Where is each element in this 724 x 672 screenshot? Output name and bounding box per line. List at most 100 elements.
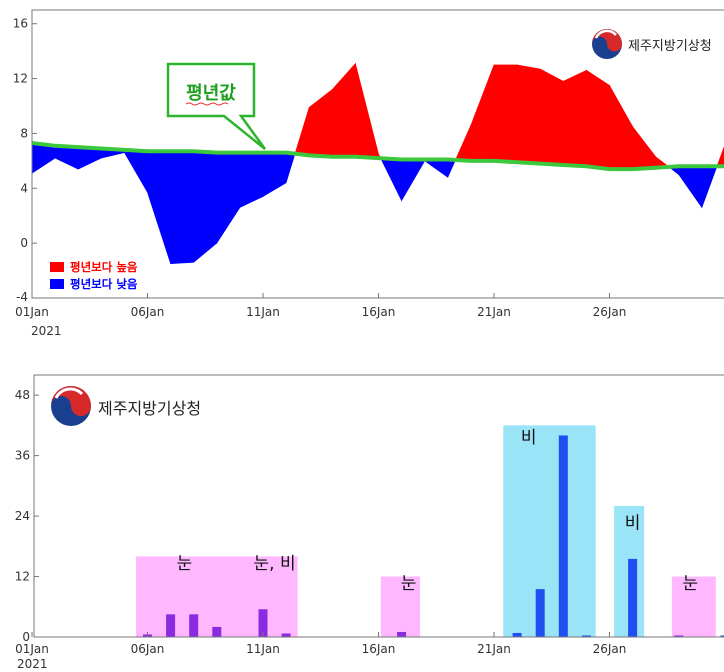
- x-tick-label: 21Jan: [477, 305, 511, 319]
- above-normal-area: [470, 64, 495, 162]
- agency-name: 제주지방기상청: [628, 39, 712, 54]
- y-tick-label: 4: [20, 181, 28, 195]
- x-tick-label: 11Jan: [246, 642, 280, 656]
- y-tick-label: -4: [16, 290, 28, 304]
- precipitation-chart: 눈눈, 비눈비비눈비 01224364801Jan06Jan11Jan16Jan…: [15, 374, 724, 671]
- year-label: 2021: [31, 324, 62, 338]
- snow-bar: [166, 614, 176, 637]
- x-tick-label: 01Jan: [15, 305, 49, 319]
- y-tick-label: 16: [13, 17, 28, 31]
- agency-logo: 제주지방기상청: [51, 386, 201, 426]
- x-tick-label: 06Jan: [131, 642, 165, 656]
- below-normal-area: [54, 145, 79, 170]
- axes: -4 0 4 8 12 16 01Jan 06Jan 11Jan 16Jan 21Jan 26Jan: [13, 9, 724, 319]
- agency-name: 제주지방기상청: [98, 399, 201, 418]
- y-tick-label: 0: [22, 630, 30, 644]
- normal-line: [31, 141, 724, 172]
- legend-swatch-below: [50, 279, 64, 289]
- period-label: 눈, 비: [254, 554, 296, 574]
- below-normal-area: [239, 152, 264, 208]
- snow-period-band: [135, 556, 298, 637]
- below-normal-area: [262, 152, 287, 198]
- below-normal-area: [701, 166, 718, 208]
- below-normal-area: [285, 152, 296, 183]
- snow-period-band: [380, 576, 421, 637]
- above-normal-area: [455, 125, 472, 162]
- snow-bar: [189, 614, 199, 637]
- axes: 0 12 24 36 48 01Jan 06Jan 11Jan 16Jan 21Jan 26Jan: [15, 374, 724, 656]
- rain-period-band: [503, 425, 596, 637]
- above-normal-area: [716, 146, 724, 167]
- period-labels: 눈눈, 비눈비비눈비: [177, 428, 699, 594]
- normal-callout-label: 평년값: [186, 83, 236, 104]
- above-normal-area: [294, 107, 310, 156]
- rain-bar: [535, 589, 545, 637]
- y-tick-label: 24: [15, 509, 30, 523]
- below-normal-area: [170, 151, 194, 265]
- below-normal-area: [424, 159, 449, 178]
- above-normal-area: [331, 62, 356, 157]
- above-normal-area: [355, 63, 379, 159]
- snow-bar: [397, 631, 407, 637]
- below-normal-area: [31, 142, 56, 174]
- below-normal-area: [124, 149, 148, 194]
- temperature-legend: 평년보다 높음 평년보다 낮음: [50, 260, 138, 291]
- agency-logo: 제주지방기상청: [592, 29, 712, 59]
- y-tick-label: 8: [20, 126, 28, 140]
- above-normal-area: [539, 68, 564, 166]
- y-tick-label: 0: [20, 236, 28, 250]
- above-normal-area: [632, 125, 657, 170]
- y-tick-label: 48: [15, 388, 30, 402]
- below-normal-area: [216, 152, 241, 245]
- below-normal-area: [401, 159, 426, 202]
- above-normal-area: [586, 69, 610, 170]
- rain-bar: [512, 632, 522, 637]
- snow-bar: [674, 635, 684, 637]
- rain-bar: [558, 435, 568, 637]
- above-normal-area: [562, 69, 587, 167]
- x-tick-label: 16Jan: [362, 642, 396, 656]
- below-normal-area: [380, 157, 402, 201]
- legend-swatch-above: [50, 262, 64, 272]
- y-tick-label: 12: [13, 72, 28, 86]
- below-normal-area: [447, 159, 456, 178]
- above-normal-area: [308, 88, 333, 158]
- rain-bar: [628, 558, 638, 637]
- x-tick-label: 01Jan: [15, 642, 49, 656]
- year-label: 2021: [17, 657, 48, 671]
- period-label: 눈: [401, 574, 417, 594]
- x-tick-label: 16Jan: [362, 305, 396, 319]
- below-normal-area: [193, 150, 218, 263]
- normal-line-layer: [31, 141, 724, 172]
- legend-label-below: 평년보다 낮음: [70, 277, 138, 291]
- legend-label-above: 평년보다 높음: [70, 260, 138, 274]
- x-tick-label: 26Jan: [593, 305, 627, 319]
- period-label: 비: [625, 514, 641, 534]
- above-normal-area: [609, 84, 633, 170]
- x-tick-label: 11Jan: [246, 305, 280, 319]
- rain-bar: [720, 635, 724, 637]
- x-tick-label: 06Jan: [131, 305, 165, 319]
- y-tick-label: 36: [15, 449, 30, 463]
- above-normal-area: [516, 64, 541, 164]
- y-tick-label: 12: [15, 570, 30, 584]
- plot-frame: [33, 374, 724, 638]
- normal-callout: 평년값: [166, 62, 267, 150]
- precipitation-bars: [143, 435, 724, 637]
- taegeuk-emblem-icon: [51, 386, 91, 426]
- snow-bar: [258, 609, 268, 637]
- taegeuk-emblem-icon: [592, 29, 622, 59]
- above-normal-area: [493, 64, 518, 163]
- period-label: 비: [521, 428, 537, 448]
- x-tick-label: 21Jan: [477, 642, 511, 656]
- weather-periods: [135, 425, 716, 637]
- snow-bar: [281, 633, 291, 637]
- plot-frame: [31, 9, 724, 299]
- below-normal-area: [77, 146, 102, 170]
- below-normal-area: [147, 151, 171, 264]
- below-normal-area: [678, 166, 703, 209]
- period-label: 눈: [683, 574, 699, 594]
- rain-bar: [581, 635, 591, 637]
- snow-bar: [212, 626, 222, 637]
